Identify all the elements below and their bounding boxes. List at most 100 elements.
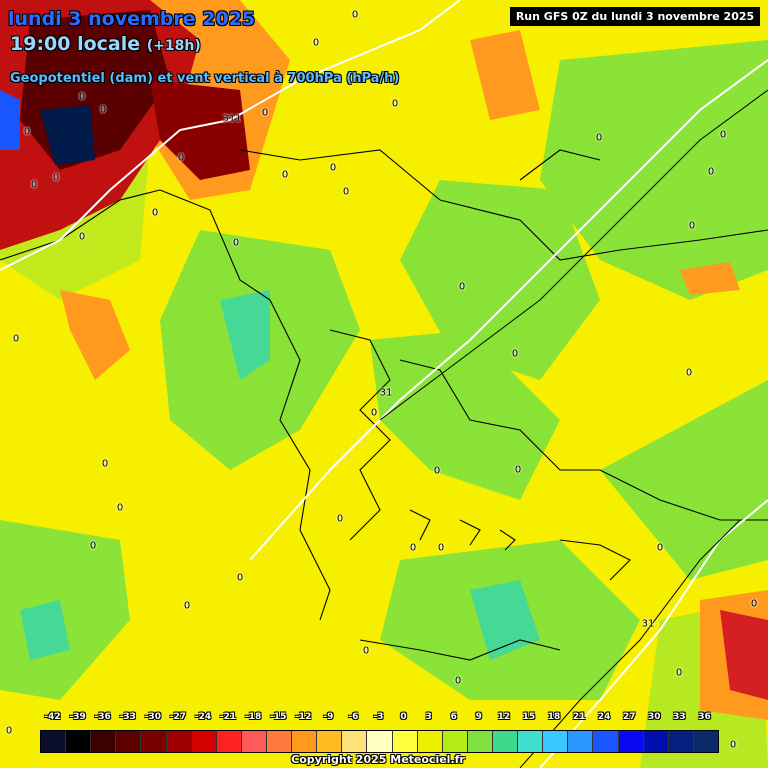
legend-tick-label: -9 [323, 712, 334, 722]
map-value-label: 0 [391, 98, 399, 110]
legend-swatch [216, 731, 242, 752]
legend-tick-label: -15 [270, 712, 287, 722]
legend-color-bar [40, 730, 719, 753]
map-value-label: 0 [329, 162, 337, 174]
map-value-label: 0 [78, 231, 86, 243]
map-value-label: 0 [514, 464, 522, 476]
legend-tick-label: -27 [169, 712, 187, 722]
legend-swatch [543, 731, 569, 752]
legend-swatch [66, 731, 92, 752]
legend-swatch [317, 731, 343, 752]
legend-swatch [292, 731, 318, 752]
map-value-label: 0 [351, 9, 359, 21]
map-value-label: 0 [116, 502, 124, 514]
map-value-label: 0 [688, 220, 696, 232]
map-value-label: 0 [236, 572, 244, 584]
map-title-date: lundi 3 novembre 2025 [8, 8, 256, 30]
map-value-label: 311 [222, 113, 242, 125]
legend-swatch [367, 731, 393, 752]
legend-swatch [693, 731, 718, 752]
map-value-label: 0 [312, 37, 320, 49]
map-value-label: 0 [232, 237, 240, 249]
legend-swatch [492, 731, 519, 752]
legend-swatch [166, 731, 192, 752]
map-value-label: 0 [719, 129, 727, 141]
map-value-label: 0 [23, 126, 31, 138]
local-time: 19:00 locale [10, 33, 141, 55]
legend-tick-label: -21 [219, 712, 237, 722]
color-legend: -42 -39 -36 -33 -30 -27 -24 -21 -18 -15 -12 -9 -6 -3 0… [38, 712, 719, 768]
map-value-label: 0 [370, 407, 378, 419]
lead-time: (+18h) [146, 38, 201, 54]
legend-swatch [191, 731, 217, 752]
legend-tick-label: 6 [450, 712, 457, 722]
map-value-label: 0 [342, 186, 350, 198]
map-value-label: 0 [336, 513, 344, 525]
map-value-label: 0 [433, 465, 441, 477]
legend-tick-label: -33 [119, 712, 136, 722]
map-value-label: 0 [595, 132, 603, 144]
legend-tick-label: 33 [673, 712, 686, 722]
map-value-label: 0 [99, 104, 107, 116]
map-value-label: 31 [379, 387, 393, 399]
map-value-label: 0 [511, 348, 519, 360]
legend-tick-label: 0 [400, 712, 407, 722]
legend-swatch [417, 731, 443, 752]
legend-tick-label: -6 [348, 712, 359, 722]
map-value-label: 0 [52, 172, 60, 184]
map-value-label: 0 [685, 367, 693, 379]
legend-tick-label: -3 [373, 712, 384, 722]
map-value-label: 0 [409, 542, 417, 554]
legend-tick-label: 27 [622, 712, 636, 722]
legend-swatch [266, 731, 293, 752]
map-value-label: 0 [183, 600, 191, 612]
map-value-label: 0 [101, 458, 109, 470]
map-value-label: 0 [261, 107, 269, 119]
map-value-label: 0 [454, 675, 462, 687]
map-value-label: 0 [78, 91, 86, 103]
map-title-time: 19:00 locale (+18h) [10, 33, 201, 55]
legend-tick-label: 9 [475, 712, 482, 722]
legend-tick-label: -12 [295, 712, 312, 722]
copyright-text: Copyright 2025 Meteociel.fr [291, 753, 465, 766]
map-value-label: 0 [12, 333, 20, 345]
legend-tick-label: -18 [244, 712, 262, 722]
legend-tick-label: 21 [572, 712, 586, 722]
map-value-label: 0 [30, 179, 38, 191]
legend-tick-label: 36 [698, 712, 711, 722]
legend-tick-label: 15 [522, 712, 536, 722]
map-value-label: 0 [281, 169, 289, 181]
map-value-label: 0 [458, 281, 466, 293]
map-value-label: 31 [641, 618, 655, 630]
map-value-label: 0 [656, 542, 664, 554]
map-value-label: 0 [5, 725, 13, 737]
legend-swatch [643, 731, 669, 752]
legend-swatch [467, 731, 493, 752]
legend-tick-label: -30 [144, 712, 161, 722]
legend-tick-label: 24 [597, 712, 611, 722]
legend-ticks: -42 -39 -36 -33 -30 -27 -24 -21 -18 -15 -12 -9 -6 -3 0… [38, 712, 718, 728]
map-value-label: 0 [729, 739, 737, 751]
map-value-label: 0 [177, 152, 185, 164]
legend-swatch [41, 731, 67, 752]
legend-swatch [668, 731, 694, 752]
legend-swatch [241, 731, 267, 752]
run-info-badge: Run GFS 0Z du lundi 3 novembre 2025 [510, 7, 760, 26]
legend-swatch [91, 731, 117, 752]
legend-tick-label: 30 [648, 712, 661, 722]
legend-swatch [141, 731, 167, 752]
legend-tick-label: 3 [425, 712, 432, 722]
legend-tick-label: -36 [94, 712, 111, 722]
map-value-label: 0 [750, 598, 758, 610]
legend-swatch [568, 731, 594, 752]
map-value-label: 0 [89, 540, 97, 552]
legend-tick-label: 18 [547, 712, 561, 722]
map-value-label: 0 [362, 645, 370, 657]
map-subtitle: Geopotentiel (dam) et vent vertical à 70… [10, 71, 400, 86]
legend-swatch [618, 731, 644, 752]
legend-swatch [593, 731, 619, 752]
legend-tick-label: -24 [194, 712, 212, 722]
map-value-label: 0 [707, 166, 715, 178]
legend-swatch [342, 731, 368, 752]
